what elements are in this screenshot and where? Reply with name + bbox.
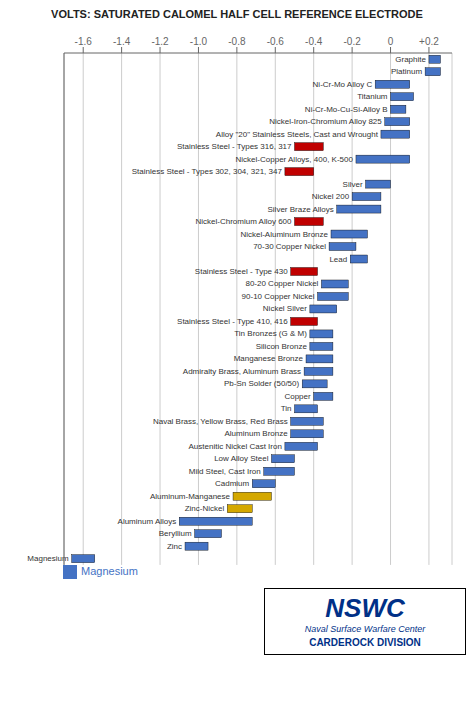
- svg-text:Magnesium: Magnesium: [27, 554, 69, 563]
- svg-text:Aluminum-Manganese: Aluminum-Manganese: [150, 492, 231, 501]
- svg-text:Titanium: Titanium: [357, 92, 388, 101]
- svg-text:+0.2: +0.2: [419, 36, 439, 47]
- svg-text:Aluminum Bronze: Aluminum Bronze: [225, 429, 289, 438]
- svg-text:Nickel-Chromium Alloy 600: Nickel-Chromium Alloy 600: [195, 217, 292, 226]
- svg-text:90-10 Copper Nickel: 90-10 Copper Nickel: [242, 292, 315, 301]
- svg-text:Zinc-Nickel: Zinc-Nickel: [185, 504, 225, 513]
- svg-text:Nickel-Copper Alloys, 400, K-5: Nickel-Copper Alloys, 400, K-500: [236, 155, 354, 164]
- svg-text:Austenitic Nickel Cast Iron: Austenitic Nickel Cast Iron: [189, 442, 282, 451]
- svg-text:Graphite: Graphite: [395, 55, 426, 64]
- svg-text:Low Alloy Steel: Low Alloy Steel: [214, 454, 268, 463]
- svg-text:-0.4: -0.4: [305, 36, 323, 47]
- svg-text:80-20 Copper Nickel: 80-20 Copper Nickel: [245, 279, 318, 288]
- svg-text:Tin: Tin: [281, 404, 292, 413]
- svg-text:Nickel-Iron-Chromium Alloy 825: Nickel-Iron-Chromium Alloy 825: [269, 117, 382, 126]
- svg-text:Silver Braze Alloys: Silver Braze Alloys: [268, 205, 334, 214]
- svg-text:Nickel-Aluminum Bronze: Nickel-Aluminum Bronze: [240, 230, 328, 239]
- html-text:Naval Surface Warfare Center: Naval Surface Warfare Center: [304, 624, 426, 634]
- svg-text:Cadmium: Cadmium: [215, 479, 250, 488]
- svg-text:Alloy "20" Stainless Steels, C: Alloy "20" Stainless Steels, Cast and Wr…: [216, 130, 379, 139]
- svg-text:-1.2: -1.2: [151, 36, 169, 47]
- svg-text:Zinc: Zinc: [167, 542, 182, 551]
- svg-text:Nickel Silver: Nickel Silver: [263, 304, 307, 313]
- svg-text:Ni-Cr-Mo Alloy C: Ni-Cr-Mo Alloy C: [313, 80, 373, 89]
- svg-text:-0.6: -0.6: [267, 36, 285, 47]
- svg-text:Stainless Steel - Type 430: Stainless Steel - Type 430: [195, 267, 288, 276]
- html-text:VOLTS: SATURATED CALOMEL HALF: VOLTS: SATURATED CALOMEL HALF CELL REFER…: [51, 8, 423, 20]
- html-text:Magnesium: Magnesium: [81, 564, 138, 577]
- svg-text:-1.6: -1.6: [75, 36, 93, 47]
- svg-text:Ni-Cr-Mo-Cu-Si-Alloy B: Ni-Cr-Mo-Cu-Si-Alloy B: [305, 105, 388, 114]
- svg-text:Stainless Steel - Types 302, 3: Stainless Steel - Types 302, 304, 321, 3…: [132, 167, 283, 176]
- svg-text:Aluminum Alloys: Aluminum Alloys: [118, 517, 177, 526]
- svg-text:Silver: Silver: [343, 180, 363, 189]
- svg-text:Mild Steel, Cast Iron: Mild Steel, Cast Iron: [189, 467, 261, 476]
- svg-text:Pb-Sn Solder (50/50): Pb-Sn Solder (50/50): [224, 379, 299, 388]
- svg-text:0: 0: [388, 36, 394, 47]
- svg-text:-0.2: -0.2: [344, 36, 362, 47]
- svg-text:Platinum: Platinum: [391, 67, 422, 76]
- svg-text:Manganese Bronze: Manganese Bronze: [234, 354, 304, 363]
- svg-text:-0.8: -0.8: [228, 36, 246, 47]
- svg-text:Stainless Steel - Types 316, 3: Stainless Steel - Types 316, 317: [177, 142, 292, 151]
- svg-text:-1.4: -1.4: [113, 36, 131, 47]
- svg-text:Copper: Copper: [284, 392, 311, 401]
- svg-text:Stainless Steel - Type 410, 41: Stainless Steel - Type 410, 416: [177, 317, 288, 326]
- svg-text:Tin Bronzes (G & M): Tin Bronzes (G & M): [234, 329, 307, 338]
- svg-text:Lead: Lead: [329, 255, 347, 264]
- svg-text:70-30 Copper Nickel: 70-30 Copper Nickel: [253, 242, 326, 251]
- svg-text:Nickel 200: Nickel 200: [312, 192, 350, 201]
- svg-text:Naval Brass, Yellow Brass, Red: Naval Brass, Yellow Brass, Red Brass: [153, 417, 288, 426]
- svg-text:Beryllium: Beryllium: [159, 529, 192, 538]
- svg-text:Silicon Bronze: Silicon Bronze: [256, 342, 308, 351]
- svg-text:Admiralty Brass, Aluminum Bras: Admiralty Brass, Aluminum Brass: [183, 367, 301, 376]
- html-text:CARDEROCK DIVISION: CARDEROCK DIVISION: [309, 637, 421, 648]
- html-text:NSWC: NSWC: [325, 593, 405, 623]
- svg-text:-1.0: -1.0: [190, 36, 208, 47]
